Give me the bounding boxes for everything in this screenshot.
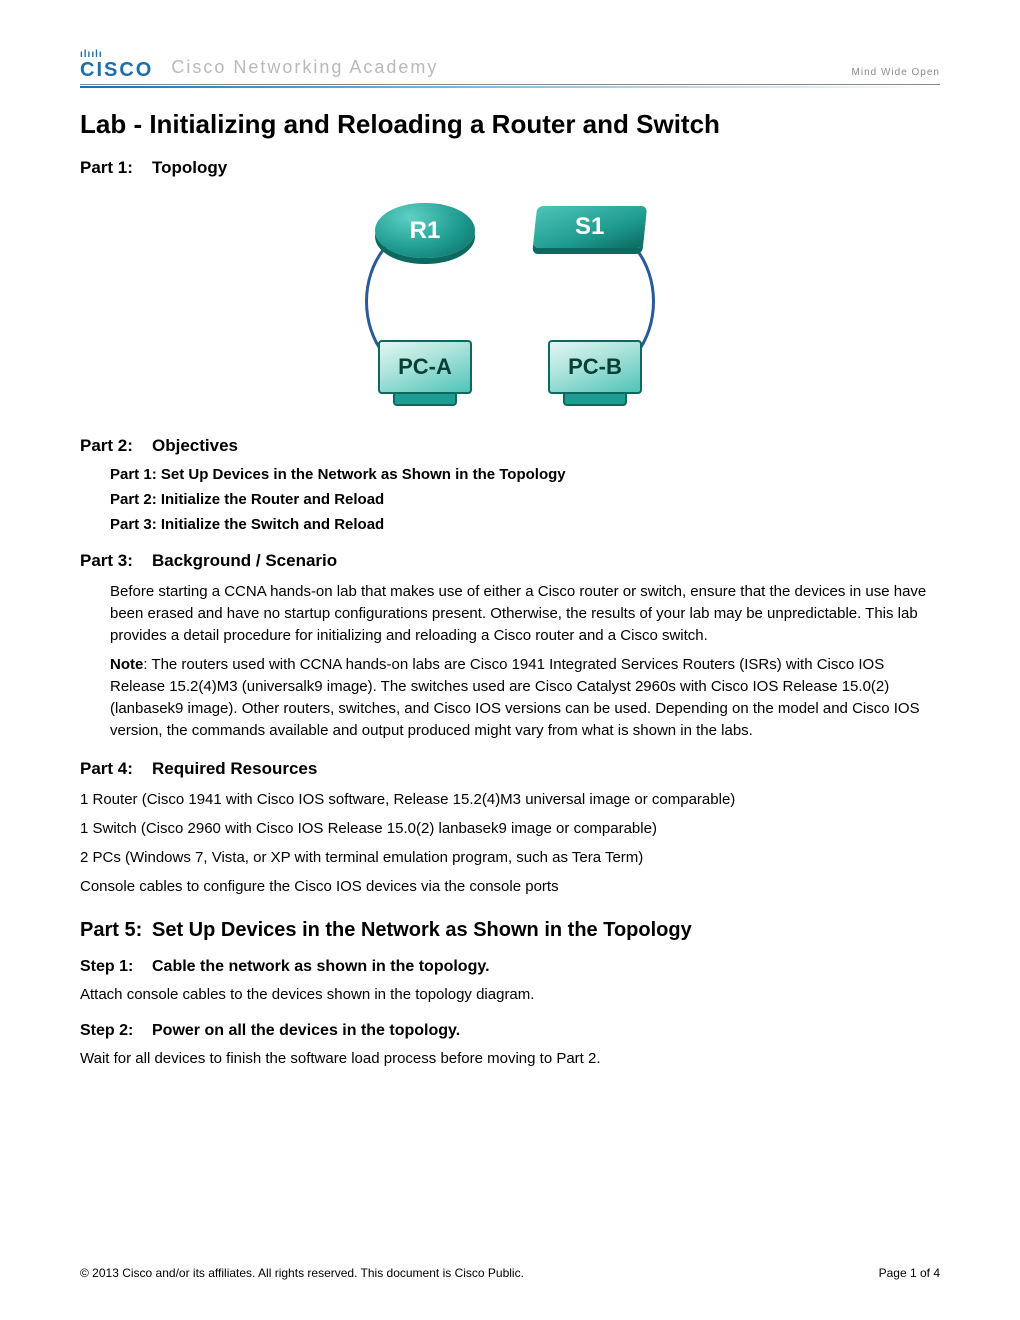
part4-num: Part 4: — [80, 759, 152, 779]
pc-a-icon: PC-A — [370, 338, 480, 408]
step1-num: Step 1: — [80, 958, 152, 976]
switch-icon: S1 — [533, 206, 647, 248]
tagline: Mind Wide Open — [852, 67, 940, 78]
resources-list: 1 Router (Cisco 1941 with Cisco IOS soft… — [80, 789, 940, 897]
resource-2: 1 Switch (Cisco 2960 with Cisco IOS Rele… — [80, 818, 940, 839]
cisco-logo: ılıılı CISCO — [80, 50, 153, 80]
resource-3: 2 PCs (Windows 7, Vista, or XP with term… — [80, 847, 940, 868]
resource-1: 1 Router (Cisco 1941 with Cisco IOS soft… — [80, 789, 940, 810]
switch-label: S1 — [575, 213, 604, 241]
objective-1: Part 1: Set Up Devices in the Network as… — [110, 466, 940, 483]
pc-b-icon: PC-B — [540, 338, 650, 408]
note-body: : The routers used with CCNA hands-on la… — [110, 656, 920, 738]
objectives-list: Part 1: Set Up Devices in the Network as… — [110, 466, 940, 533]
note-label: Note — [110, 656, 143, 673]
background-note: Note: The routers used with CCNA hands-o… — [110, 654, 940, 741]
part4-heading: Part 4:Required Resources — [80, 759, 940, 779]
part4-title: Required Resources — [152, 759, 317, 778]
part2-num: Part 2: — [80, 436, 152, 456]
step1-title: Cable the network as shown in the topolo… — [152, 958, 490, 975]
part1-heading: Part 1:Topology — [80, 158, 940, 178]
page-number: Page 1 of 4 — [879, 1266, 940, 1280]
router-label: R1 — [410, 217, 441, 245]
part5-num: Part 5: — [80, 919, 152, 942]
part5-heading: Part 5:Set Up Devices in the Network as … — [80, 919, 940, 942]
part3-num: Part 3: — [80, 551, 152, 571]
cisco-wordmark: CISCO — [80, 60, 153, 80]
resource-4: Console cables to configure the Cisco IO… — [80, 876, 940, 897]
step1-body: Attach console cables to the devices sho… — [80, 984, 940, 1006]
step2-heading: Step 2:Power on all the devices in the t… — [80, 1022, 940, 1040]
objective-3: Part 3: Initialize the Switch and Reload — [110, 516, 940, 533]
pc-a-base — [393, 394, 457, 406]
header-bar: ılıılı CISCO Cisco Networking Academy Mi… — [80, 50, 940, 85]
page: ılıılı CISCO Cisco Networking Academy Mi… — [0, 0, 1020, 1320]
lab-title: Lab - Initializing and Reloading a Route… — [80, 109, 940, 140]
pc-a-monitor: PC-A — [378, 340, 472, 394]
footer: © 2013 Cisco and/or its affiliates. All … — [80, 1266, 940, 1280]
part2-title: Objectives — [152, 436, 238, 455]
part3-heading: Part 3:Background / Scenario — [80, 551, 940, 571]
part3-title: Background / Scenario — [152, 551, 337, 570]
pc-b-base — [563, 394, 627, 406]
academy-text: Cisco Networking Academy — [171, 57, 438, 78]
part2-heading: Part 2:Objectives — [80, 436, 940, 456]
pc-b-label: PC-B — [568, 354, 622, 380]
background-section: Before starting a CCNA hands-on lab that… — [110, 581, 940, 741]
topology-diagram: R1 S1 PC-A PC-B — [360, 188, 660, 418]
part1-title: Topology — [152, 158, 227, 177]
background-para1: Before starting a CCNA hands-on lab that… — [110, 581, 940, 646]
step2-body: Wait for all devices to finish the softw… — [80, 1048, 940, 1070]
pc-b-monitor: PC-B — [548, 340, 642, 394]
part1-num: Part 1: — [80, 158, 152, 178]
router-icon: R1 — [375, 203, 475, 258]
step2-title: Power on all the devices in the topology… — [152, 1022, 460, 1039]
part5-title: Set Up Devices in the Network as Shown i… — [152, 919, 692, 941]
pc-a-label: PC-A — [398, 354, 452, 380]
step2-num: Step 2: — [80, 1022, 152, 1040]
objective-2: Part 2: Initialize the Router and Reload — [110, 491, 940, 508]
copyright: © 2013 Cisco and/or its affiliates. All … — [80, 1266, 524, 1280]
step1-heading: Step 1:Cable the network as shown in the… — [80, 958, 940, 976]
